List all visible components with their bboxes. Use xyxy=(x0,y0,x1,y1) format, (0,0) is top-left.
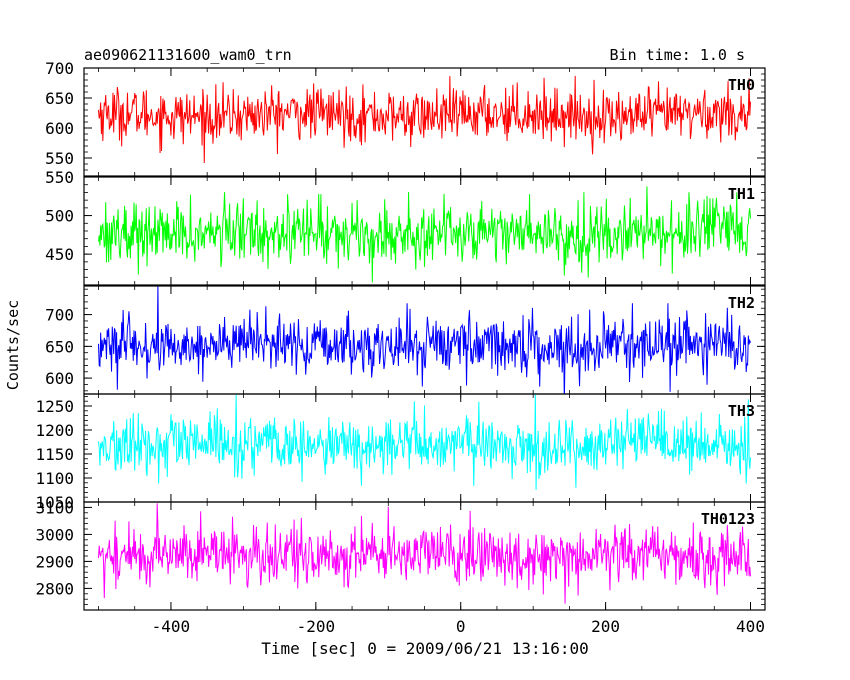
x-tick-label: -200 xyxy=(297,617,336,636)
y-tick-label: 700 xyxy=(45,306,74,325)
panel-label-th0: TH0 xyxy=(728,76,755,94)
y-tick-label: 600 xyxy=(45,369,74,388)
bin-time-label: Bin time: 1.0 s xyxy=(610,46,745,64)
y-tick-label: 550 xyxy=(45,168,74,187)
y-axis-label: Counts/sec xyxy=(4,300,22,390)
series-line-th1 xyxy=(97,186,752,283)
panel-th0: 550 600 650 700 TH0 xyxy=(45,59,766,177)
y-tick-label: 500 xyxy=(45,207,74,226)
x-tick-label: 0 xyxy=(456,617,466,636)
y-tick-label: 1100 xyxy=(35,469,74,488)
y-tick-label: 600 xyxy=(45,119,74,138)
x-tick-label: 400 xyxy=(736,617,765,636)
y-tick-label: 1200 xyxy=(35,421,74,440)
chart-title: ae090621131600_wam0_trn xyxy=(84,46,292,64)
series-line-th0 xyxy=(97,75,752,163)
y-tick-label: 2800 xyxy=(35,579,74,598)
y-tick-label: 700 xyxy=(45,59,74,78)
y-tick-label: 650 xyxy=(45,89,74,108)
panel-label-th2: TH2 xyxy=(728,294,755,312)
y-tick-label: 1250 xyxy=(35,397,74,416)
series-line-th2 xyxy=(97,286,751,394)
x-tick-label: 200 xyxy=(591,617,620,636)
y-tick-label: 550 xyxy=(45,149,74,168)
x-tick-label: -400 xyxy=(152,617,191,636)
panel-label-th0123: TH0123 xyxy=(701,510,755,528)
y-tick-label: 3100 xyxy=(35,498,74,517)
y-tick-label: 3000 xyxy=(35,525,74,544)
panel-th0123: 2800 2900 3000 3100 TH0123 xyxy=(35,498,766,611)
panel-label-th1: TH1 xyxy=(728,185,755,203)
y-tick-label: 450 xyxy=(45,245,74,264)
series-line-th3 xyxy=(97,394,752,490)
panel-th3: 1050 1100 1150 1200 1250 TH3 xyxy=(35,393,766,512)
panel-th1: 450 500 550 TH1 xyxy=(45,168,766,286)
y-tick-label: 1150 xyxy=(35,445,74,464)
series-line-th0123 xyxy=(97,503,752,604)
panel-th2: 600 650 700 TH2 xyxy=(45,285,766,395)
y-tick-label: 1050 xyxy=(35,493,74,512)
panel-label-th3: TH3 xyxy=(728,402,755,420)
y-tick-label: 650 xyxy=(45,337,74,356)
panels-group: 550 600 650 700 TH0 450 500 550 TH1 600 650 700 TH2 1… xyxy=(35,59,766,636)
x-axis-label: Time [sec] 0 = 2009/06/21 13:16:00 xyxy=(261,639,589,658)
y-tick-label: 2900 xyxy=(35,552,74,571)
